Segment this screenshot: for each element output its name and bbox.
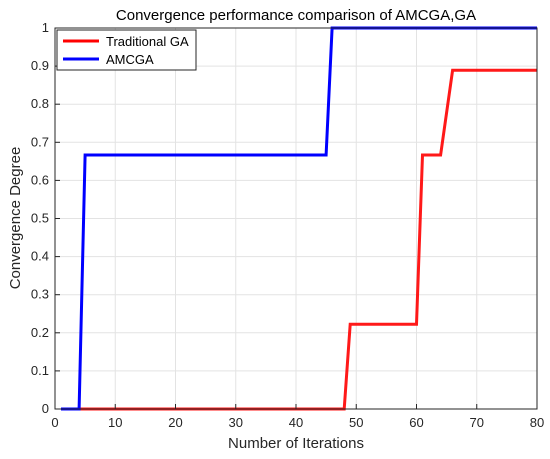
y-tick-label: 0.7: [31, 134, 49, 149]
y-tick-label: 0.1: [31, 363, 49, 378]
chart-title: Convergence performance comparison of AM…: [116, 7, 476, 24]
series-line-traditional-ga: [61, 68, 537, 411]
x-tick-label: 30: [229, 415, 243, 430]
legend-label-traditional-ga: Traditional GA: [106, 34, 189, 49]
x-tick-label: 50: [349, 415, 363, 430]
x-tick-label: 80: [530, 415, 544, 430]
x-axis-label: Number of Iterations: [228, 435, 364, 452]
y-tick-label: 0.3: [31, 287, 49, 302]
legend: Traditional GA AMCGA: [56, 29, 197, 71]
axis-ticks: 0 10 20 30 40 50 60 70 80 0 0.1 0.2 0.3 0.4 0.5 0.6 0.7 0…: [31, 20, 544, 430]
x-tick-label: 10: [108, 415, 122, 430]
x-tick-label: 0: [51, 415, 58, 430]
legend-label-amcga: AMCGA: [106, 52, 154, 67]
x-tick-label: 20: [168, 415, 182, 430]
y-tick-label: 0.2: [31, 325, 49, 340]
x-tick-label: 60: [409, 415, 423, 430]
y-tick-label: 0.8: [31, 96, 49, 111]
y-tick-label: 0.4: [31, 249, 49, 264]
x-tick-label: 40: [289, 415, 303, 430]
y-tick-label: 1: [42, 20, 49, 35]
y-axis-label: Convergence Degree: [7, 147, 24, 290]
y-tick-label: 0: [42, 401, 49, 416]
y-tick-label: 0.6: [31, 172, 49, 187]
y-tick-label: 0.5: [31, 211, 49, 226]
x-tick-label: 70: [470, 415, 484, 430]
legend-box: [56, 29, 197, 71]
y-tick-label: 0.9: [31, 58, 49, 73]
